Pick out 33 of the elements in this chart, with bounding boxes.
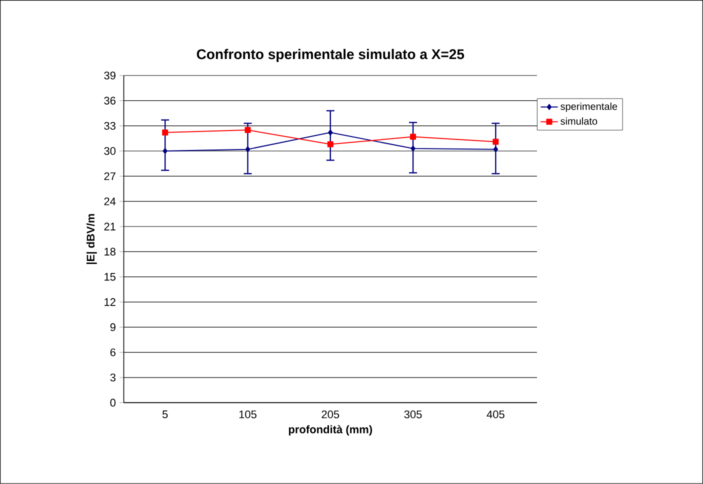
x-tick-label: 205 <box>322 410 340 418</box>
y-tick-label: 18 <box>104 248 116 256</box>
x-tick-label: 5 <box>162 410 168 418</box>
y-tick-label: 30 <box>104 147 116 155</box>
x-tick-label: 305 <box>404 410 422 418</box>
legend-label: simulato <box>560 117 598 125</box>
x-tick-label: 405 <box>486 410 504 418</box>
y-tick-label: 39 <box>104 72 116 80</box>
y-tick-label: 27 <box>104 172 116 180</box>
point <box>162 148 168 154</box>
y-axis-title: |E| dBV/m <box>86 214 97 264</box>
y-tick-label: 12 <box>104 298 116 306</box>
legend-label: sperimentale <box>560 102 618 112</box>
chart-title: Confronto sperimentale simulato a X=25 <box>196 48 464 62</box>
point <box>493 146 498 152</box>
point <box>327 141 334 148</box>
x-axis-title: profondità (mm) <box>288 425 372 436</box>
x-tick-label: 105 <box>239 410 256 418</box>
point <box>492 138 499 145</box>
point <box>328 130 333 136</box>
y-tick-label: 0 <box>110 398 116 407</box>
point <box>162 130 168 136</box>
point <box>244 127 251 134</box>
y-tick-label: 9 <box>110 323 116 332</box>
y-tick-label: 24 <box>104 198 116 206</box>
y-tick-label: 15 <box>104 273 116 281</box>
y-tick-label: 33 <box>104 122 116 130</box>
y-tick-label: 21 <box>104 222 116 230</box>
y-tick-label: 3 <box>110 374 116 382</box>
point <box>410 134 416 140</box>
y-tick-label: 36 <box>104 96 116 105</box>
point <box>245 146 250 152</box>
y-tick-label: 6 <box>110 348 116 356</box>
